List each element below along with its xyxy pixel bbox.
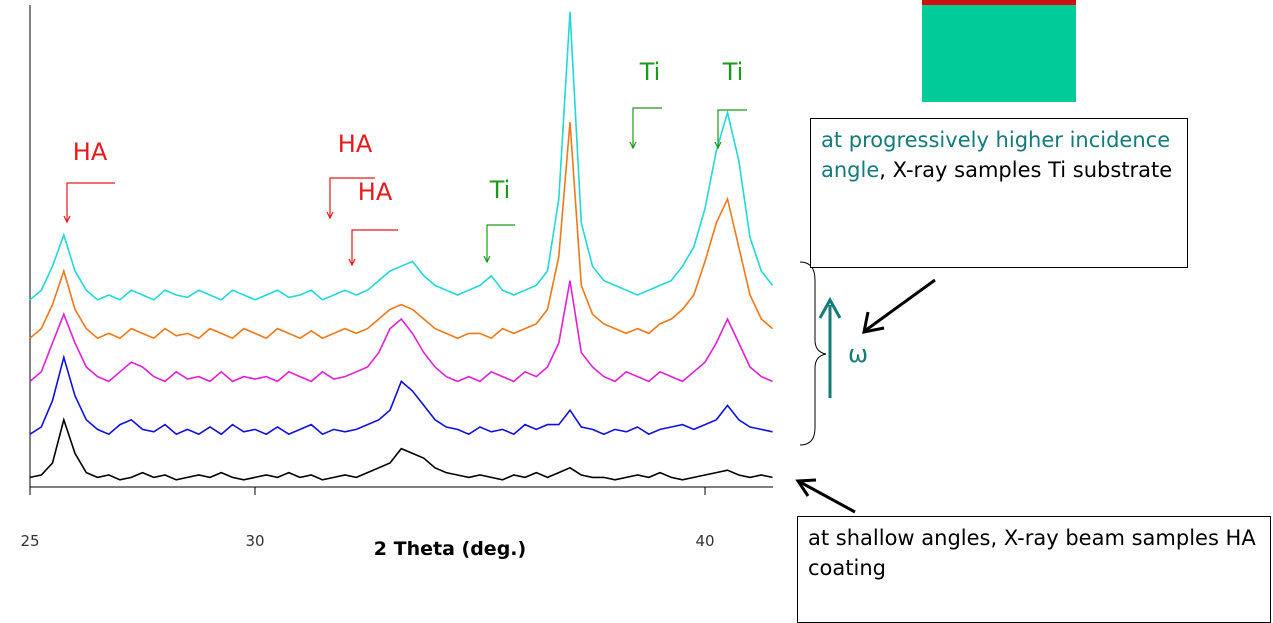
annotation-box: at shallow angles, X-ray beam samples HA… bbox=[797, 516, 1271, 623]
peak-label: HA bbox=[358, 178, 393, 206]
pointer-arrow bbox=[865, 278, 936, 332]
peak-marker-head bbox=[483, 255, 491, 264]
annotation-text: at progressively higher incidence angle bbox=[821, 128, 1171, 182]
peak-marker bbox=[329, 177, 375, 218]
peak-label: HA bbox=[73, 138, 108, 166]
series-line bbox=[29, 416, 773, 481]
peak-marker-head bbox=[629, 141, 637, 150]
series-line bbox=[29, 122, 774, 340]
series-line bbox=[29, 11, 774, 301]
x-tick-label: 30 bbox=[245, 532, 264, 550]
peak-marker-head bbox=[63, 215, 71, 224]
pointer-arrowhead bbox=[795, 478, 817, 497]
pointer-arrow bbox=[799, 480, 856, 514]
peak-marker bbox=[486, 224, 515, 262]
peak-marker-head bbox=[326, 211, 334, 220]
pointer-arrowhead bbox=[862, 311, 885, 334]
annotation-box: at progressively higher incidence angle,… bbox=[810, 118, 1188, 268]
peak-marker-head bbox=[348, 258, 356, 267]
brace bbox=[799, 261, 827, 446]
inset-coating bbox=[922, 0, 1076, 5]
peak-marker-head bbox=[714, 141, 722, 150]
inset-substrate bbox=[922, 0, 1076, 102]
peak-label: HA bbox=[338, 130, 373, 158]
peak-marker bbox=[632, 107, 662, 148]
peak-marker bbox=[66, 182, 115, 222]
peak-label: Ti bbox=[489, 176, 511, 204]
x-axis-label: 2 Theta (deg.) bbox=[374, 538, 526, 560]
peak-marker bbox=[717, 109, 747, 148]
x-tick-label: 25 bbox=[20, 532, 39, 550]
annotation-text: at shallow angles, X-ray beam samples HA… bbox=[808, 526, 1256, 580]
omega-label: ω bbox=[848, 340, 868, 368]
annotation-text: , X-ray samples Ti substrate bbox=[879, 158, 1173, 182]
x-tick-label: 40 bbox=[695, 532, 714, 550]
series-line bbox=[29, 354, 773, 436]
peak-label: Ti bbox=[639, 58, 661, 86]
peak-label: Ti bbox=[722, 58, 744, 86]
peak-marker bbox=[351, 229, 398, 265]
omega-arrowhead bbox=[818, 296, 842, 319]
series-line bbox=[29, 280, 773, 383]
